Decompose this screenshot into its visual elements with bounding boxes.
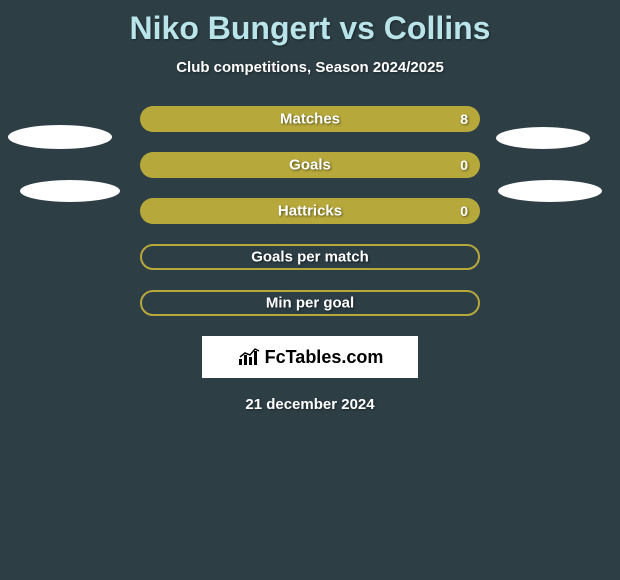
brand-badge[interactable]: FcTables.com [202, 336, 418, 378]
stat-row-matches: Matches 8 [140, 106, 480, 132]
brand-text: FcTables.com [265, 347, 384, 368]
stat-label: Matches [280, 111, 340, 128]
stat-row-hattricks: Hattricks 0 [140, 198, 480, 224]
decorative-ellipse [20, 180, 120, 202]
decorative-ellipse [8, 125, 112, 149]
stat-row-min-per-goal: Min per goal [140, 290, 480, 316]
stat-label: Min per goal [266, 295, 354, 312]
stat-label: Goals [289, 157, 331, 174]
comparison-title: Niko Bungert vs Collins [0, 0, 620, 47]
stat-value: 8 [460, 111, 468, 127]
stat-row-goals: Goals 0 [140, 152, 480, 178]
stat-value: 0 [460, 157, 468, 173]
stat-label: Goals per match [251, 249, 369, 266]
comparison-date: 21 december 2024 [0, 396, 620, 413]
chart-icon [237, 347, 263, 367]
stat-row-goals-per-match: Goals per match [140, 244, 480, 270]
decorative-ellipse [496, 127, 590, 149]
decorative-ellipse [498, 180, 602, 202]
stat-value: 0 [460, 203, 468, 219]
comparison-subtitle: Club competitions, Season 2024/2025 [0, 59, 620, 76]
stat-label: Hattricks [278, 203, 342, 220]
